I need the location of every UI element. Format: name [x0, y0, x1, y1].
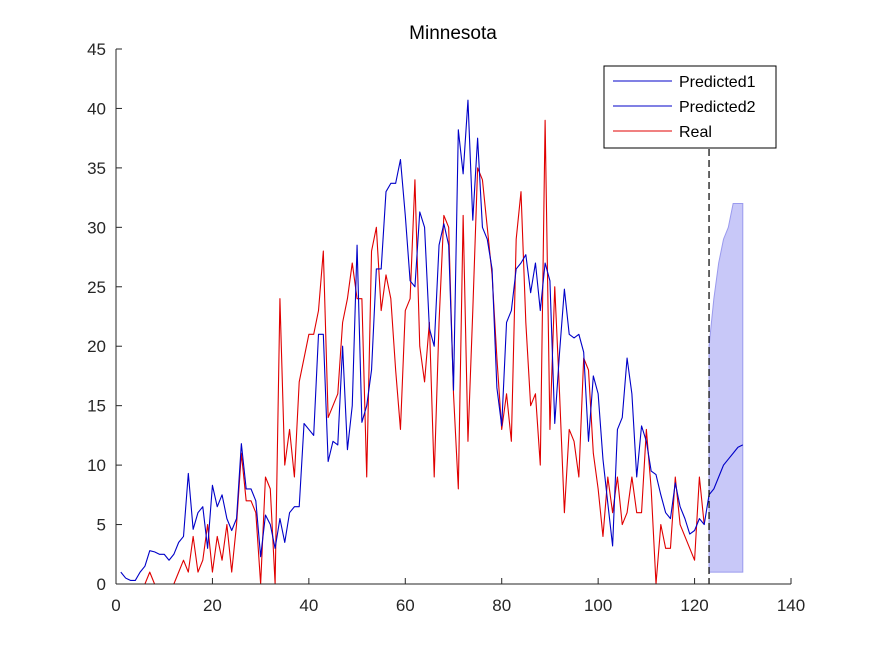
- y-tick-label: 20: [87, 337, 106, 356]
- legend-label: Real: [679, 124, 712, 141]
- plot-area: [120, 99, 744, 585]
- x-tick-label: 0: [111, 596, 120, 615]
- chart-title: Minnesota: [409, 23, 497, 44]
- x-tick-label: 60: [396, 596, 415, 615]
- y-tick-label: 40: [87, 99, 106, 118]
- series-line-predicted2: [708, 444, 744, 496]
- y-tick-label: 30: [87, 218, 106, 237]
- legend-box: [603, 65, 777, 149]
- series-line-real: [120, 119, 705, 585]
- x-tick-label: 20: [203, 596, 222, 615]
- y-tick-label: 25: [87, 278, 106, 297]
- x-tick-label: 100: [584, 596, 612, 615]
- axes: 0 20 40 60 80 100 120 140 0 5 10 15 20 25 30 35 40 45: [87, 40, 805, 615]
- y-tick-label: 0: [97, 575, 106, 594]
- y-tick-label: 35: [87, 159, 106, 178]
- y-tick-label: 5: [97, 516, 106, 535]
- y-tick-label: 15: [87, 397, 106, 416]
- legend-label: Predicted1: [679, 74, 756, 91]
- legend-label: Predicted2: [679, 99, 756, 116]
- x-tick-label: 80: [492, 596, 511, 615]
- series-line-predicted1: [120, 99, 710, 581]
- y-tick-label: 45: [87, 40, 106, 59]
- x-tick-label: 120: [680, 596, 708, 615]
- x-tick-label: 140: [777, 596, 805, 615]
- y-tick-label: 10: [87, 456, 106, 475]
- legend: Predicted1 Predicted2 Real: [603, 65, 777, 149]
- x-tick-label: 40: [299, 596, 318, 615]
